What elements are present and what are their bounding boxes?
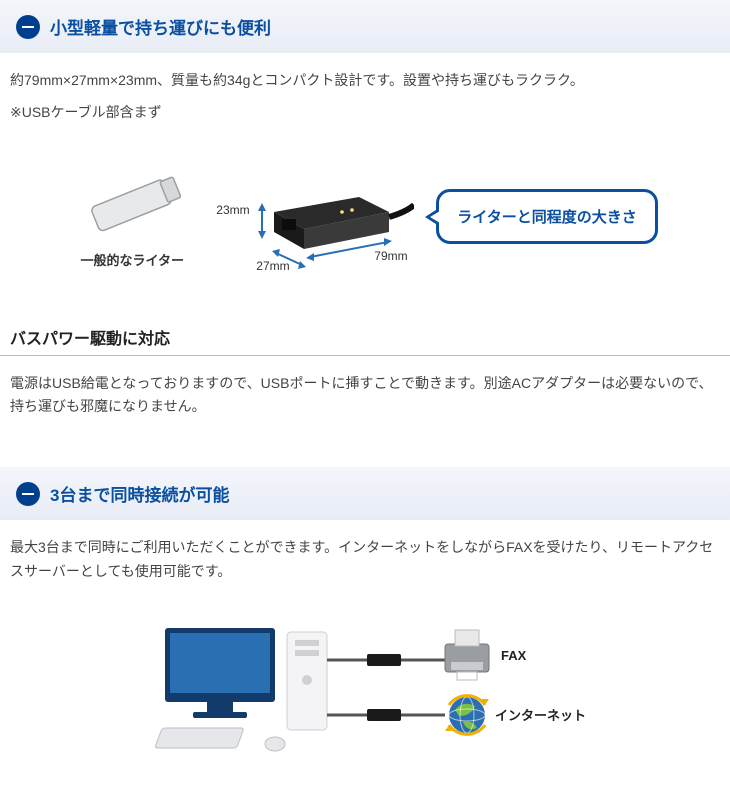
dim-width: 79mm [374,249,407,263]
section-title: 3台まで同時接続が可能 [50,481,229,506]
speech-text: ライターと同程度の大きさ [457,209,636,226]
lighter-graphic: 一般的なライター [72,164,192,269]
speech-bubble: ライターと同程度の大きさ [436,189,657,244]
dim-depth: 27mm [256,259,289,273]
subheading-buspower: バスパワー駆動に対応 [0,325,730,356]
section-title: 小型軽量で持ち運びにも便利 [50,14,271,39]
device-graphic: 23mm 27mm 79mm [214,157,414,277]
lighter-icon [72,164,192,244]
section3-body: 最大3台まで同時にご利用いただくことができます。インターネットをしながらFAXを… [0,520,730,592]
section1-note: ※USBケーブル部含まず [0,101,730,139]
collapse-icon[interactable] [16,482,40,506]
collapse-icon[interactable] [16,15,40,39]
net-label-svgtext: インターネット [495,708,585,723]
fax-label-svgtext: FAX [501,648,527,663]
dim-height: 23mm [216,203,249,217]
section2-body: 電源はUSB給電となっておりますので、USBポートに挿すことで動きます。別途AC… [0,356,730,468]
connection-svg: FAX インターネット [145,610,585,760]
section-header-3units[interactable]: 3台まで同時接続が可能 [0,467,730,520]
lighter-caption: 一般的なライター [72,250,192,269]
size-comparison-diagram: 一般的なライター 23mm [0,139,730,305]
section-header-compact[interactable]: 小型軽量で持ち運びにも便利 [0,0,730,53]
connection-diagram: FAX インターネット [0,592,730,782]
section1-body: 約79mm×27mm×23mm、質量も約34gとコンパクト設計です。設置や持ち運… [0,53,730,101]
